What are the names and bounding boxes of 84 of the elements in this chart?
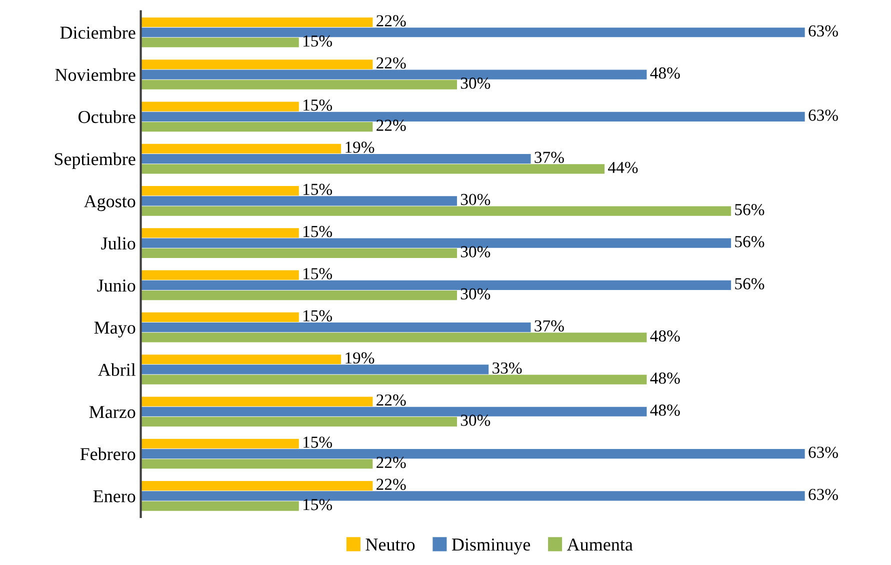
bar bbox=[140, 501, 299, 511]
data-label: 22% bbox=[376, 15, 406, 26]
bar bbox=[140, 17, 373, 28]
bar bbox=[140, 186, 299, 196]
legend-label: Neutro bbox=[366, 538, 415, 551]
y-tick-label: Marzo bbox=[89, 406, 136, 418]
bar bbox=[140, 228, 299, 238]
bar bbox=[140, 144, 342, 154]
data-label: 15% bbox=[304, 498, 332, 510]
y-tick-label: Junio bbox=[97, 280, 136, 292]
data-label: 48% bbox=[650, 404, 680, 416]
data-label: 19% bbox=[346, 142, 374, 153]
data-label: 19% bbox=[346, 352, 374, 364]
data-label: 15% bbox=[304, 35, 332, 47]
data-label: 30% bbox=[460, 246, 490, 258]
data-label: 56% bbox=[735, 236, 764, 248]
data-label: 15% bbox=[304, 436, 332, 448]
data-label: 22% bbox=[376, 456, 406, 468]
bar bbox=[140, 164, 605, 174]
data-label: 44% bbox=[608, 162, 638, 174]
legend-label: Disminuye bbox=[452, 538, 530, 554]
bar bbox=[140, 459, 373, 469]
bar bbox=[140, 38, 299, 48]
bar bbox=[140, 312, 299, 322]
bar bbox=[140, 80, 457, 90]
data-label: 63% bbox=[808, 488, 838, 500]
y-tick-label: Septiembre bbox=[54, 152, 136, 169]
data-label: 22% bbox=[376, 394, 406, 406]
bar bbox=[140, 354, 342, 364]
y-tick-label: Noviembre bbox=[55, 68, 136, 81]
data-label: 15% bbox=[304, 99, 332, 111]
data-label: 30% bbox=[460, 194, 490, 206]
data-label: 37% bbox=[534, 152, 564, 164]
data-label: 30% bbox=[460, 414, 490, 426]
y-tick-label: Agosto bbox=[84, 195, 136, 212]
data-label: 37% bbox=[534, 320, 564, 332]
data-label: 15% bbox=[304, 310, 332, 322]
y-tick-label: Abril bbox=[98, 363, 136, 376]
data-label: 15% bbox=[304, 268, 332, 280]
data-label: 56% bbox=[735, 278, 764, 290]
data-label: 48% bbox=[650, 372, 680, 384]
data-label: 48% bbox=[650, 67, 680, 79]
y-tick-label: Mayo bbox=[94, 322, 136, 338]
bar bbox=[140, 332, 647, 342]
bar bbox=[140, 364, 489, 374]
bar bbox=[140, 112, 805, 122]
data-label: 30% bbox=[460, 288, 490, 300]
data-label: 56% bbox=[735, 204, 764, 216]
bar bbox=[140, 248, 457, 258]
data-label: 15% bbox=[304, 226, 332, 238]
bar bbox=[140, 290, 457, 300]
y-tick-label: Febrero bbox=[80, 448, 136, 460]
bar bbox=[140, 70, 647, 80]
data-label: 63% bbox=[808, 25, 838, 37]
legend-label: Aumenta bbox=[566, 538, 633, 551]
data-label: 22% bbox=[376, 478, 406, 490]
bar bbox=[140, 491, 805, 501]
bar bbox=[140, 122, 373, 132]
data-label: 33% bbox=[492, 362, 522, 374]
data-label: 30% bbox=[460, 78, 490, 89]
data-label: 22% bbox=[376, 120, 406, 131]
bar bbox=[140, 416, 457, 427]
bar bbox=[140, 206, 732, 216]
y-tick-label: Enero bbox=[93, 490, 136, 502]
bar bbox=[140, 102, 299, 112]
data-label: 15% bbox=[304, 184, 332, 196]
bar bbox=[140, 60, 373, 70]
data-label: 22% bbox=[376, 57, 406, 69]
y-tick-label: Octubre bbox=[78, 110, 136, 124]
bar bbox=[140, 238, 732, 248]
bar bbox=[140, 374, 647, 384]
bar bbox=[140, 480, 373, 491]
bar bbox=[140, 396, 373, 406]
data-label: 63% bbox=[808, 110, 838, 121]
bar bbox=[140, 196, 457, 206]
bar bbox=[140, 438, 299, 448]
data-label: 48% bbox=[650, 330, 680, 342]
y-tick-label: Diciembre bbox=[60, 26, 136, 39]
y-tick-label: Julio bbox=[101, 236, 136, 250]
bar bbox=[140, 270, 299, 280]
bar bbox=[140, 154, 531, 164]
bar bbox=[140, 406, 647, 416]
bar bbox=[140, 322, 531, 332]
data-label: 63% bbox=[808, 446, 838, 458]
